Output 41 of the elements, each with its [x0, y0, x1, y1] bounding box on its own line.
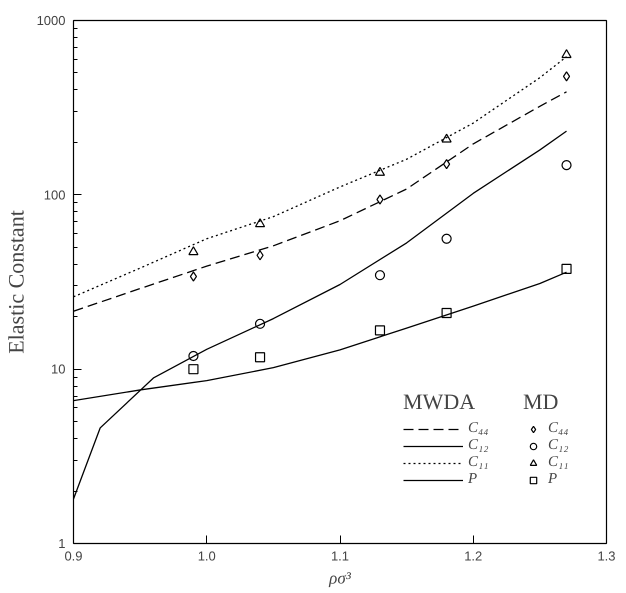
legend-label: C₁₂: [468, 437, 488, 454]
y-tick-label: 1: [58, 536, 66, 551]
legend-label: P: [548, 471, 558, 488]
legend-label: C₄₄: [548, 420, 568, 437]
point: [442, 308, 452, 318]
point: [374, 325, 386, 336]
point: [254, 218, 266, 228]
point: [443, 159, 450, 170]
legend-label: C₁₁: [468, 454, 488, 471]
point: [190, 271, 198, 282]
point: [188, 246, 199, 256]
x-tick-label: 1.1: [330, 548, 350, 564]
point: [374, 270, 386, 280]
legend-label: C₁₂: [548, 437, 568, 454]
legend-label: P: [468, 471, 478, 488]
x-tick-label: 1.2: [464, 548, 482, 564]
x-tick-label: 1.0: [198, 548, 216, 564]
point: [442, 234, 452, 244]
point: [374, 166, 386, 176]
y-tick-label: 1000: [36, 13, 66, 28]
point: [442, 134, 452, 143]
y-tick-label: 100: [44, 187, 66, 202]
legend-label: C₁₁: [548, 454, 568, 471]
point: [256, 250, 264, 260]
x-axis-title: ρσ³: [328, 568, 352, 588]
annotation: MD: [523, 389, 560, 415]
x-tick-label: 0.9: [64, 548, 83, 564]
point: [376, 194, 384, 205]
point: [561, 49, 572, 58]
point: [562, 71, 570, 82]
x-tick-label: 1.3: [597, 548, 616, 564]
point: [561, 160, 572, 170]
annotation: MWDA: [403, 389, 476, 415]
point: [561, 264, 572, 274]
legend-label: C₄₄: [468, 420, 488, 437]
point: [188, 364, 199, 374]
point: [188, 350, 199, 362]
y-axis-title: Elastic Constant: [4, 210, 29, 354]
point: [254, 352, 266, 362]
point: [254, 318, 266, 329]
y-tick-label: 10: [51, 362, 66, 377]
